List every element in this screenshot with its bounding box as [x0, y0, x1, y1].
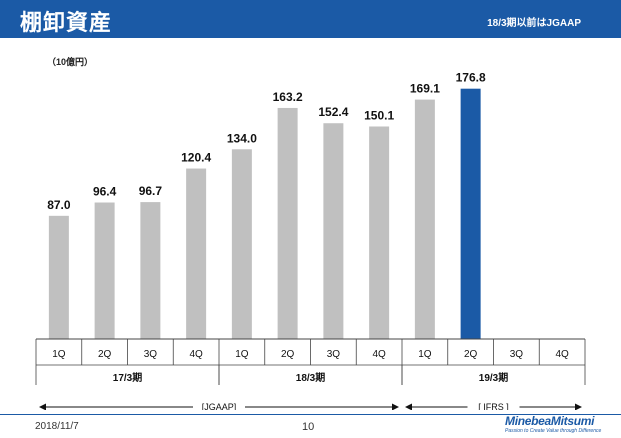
bar	[231, 149, 252, 339]
accounting-standard-label: [JGAAP]	[202, 402, 237, 410]
company-logo: MinebeaMitsumi Passion to Create Value t…	[505, 414, 605, 435]
inventory-bar-chart: 87.0 96.4 96.7 120.4 134.0 163.2 152.4 150.1 169…	[35, 71, 586, 410]
bar	[186, 168, 207, 339]
accounting-standard-label: [ IFRS ]	[478, 402, 509, 410]
fiscal-year-label: 17/3期	[113, 371, 142, 384]
logo-text: MinebeaMitsumi	[505, 414, 595, 428]
category-tick-label: 2Q	[464, 349, 478, 360]
accounting-note: 18/3期以前はJGAAP	[487, 18, 581, 29]
category-tick-label: 3Q	[144, 349, 158, 360]
category-tick-label: 2Q	[98, 349, 112, 360]
bar	[48, 215, 69, 339]
page-title: 棚卸資産	[20, 10, 113, 35]
fiscal-year-label: 18/3期	[296, 371, 325, 384]
bar	[369, 126, 390, 340]
bar-value-label: 96.4	[93, 185, 117, 199]
category-tick-label: 4Q	[372, 349, 386, 360]
bar-value-label: 163.2	[273, 90, 303, 104]
bar-value-label: 152.4	[318, 105, 348, 119]
bar	[323, 123, 344, 340]
category-tick-label: 4Q	[555, 349, 569, 360]
page-number: 10	[302, 421, 315, 433]
category-tick-label: 1Q	[52, 349, 66, 360]
bar-value-label: 134.0	[227, 131, 257, 145]
header-bar	[0, 0, 621, 38]
bar-value-label: 120.4	[181, 151, 211, 165]
bar-value-label: 150.1	[364, 108, 394, 122]
bar-value-label: 96.7	[139, 184, 163, 198]
category-tick-label: 2Q	[281, 349, 295, 360]
bar	[277, 107, 298, 339]
category-tick-label: 1Q	[235, 349, 249, 360]
bar	[414, 99, 435, 339]
bar	[94, 202, 115, 339]
category-tick-label: 3Q	[327, 349, 341, 360]
category-tick-label: 4Q	[189, 349, 203, 360]
bar-value-label: 169.1	[410, 82, 440, 96]
bar	[460, 88, 481, 340]
bar	[140, 202, 161, 339]
bar-value-label: 176.8	[456, 71, 486, 85]
fiscal-year-label: 19/3期	[479, 371, 508, 384]
category-tick-label: 3Q	[510, 349, 524, 360]
footer-date: 2018/11/7	[35, 421, 79, 432]
footer-divider	[0, 414, 621, 415]
category-tick-label: 1Q	[418, 349, 432, 360]
bar-value-label: 87.0	[47, 198, 71, 212]
unit-label: （10億円）	[47, 57, 94, 67]
logo-tagline: Passion to Create Value through Differen…	[505, 428, 602, 434]
